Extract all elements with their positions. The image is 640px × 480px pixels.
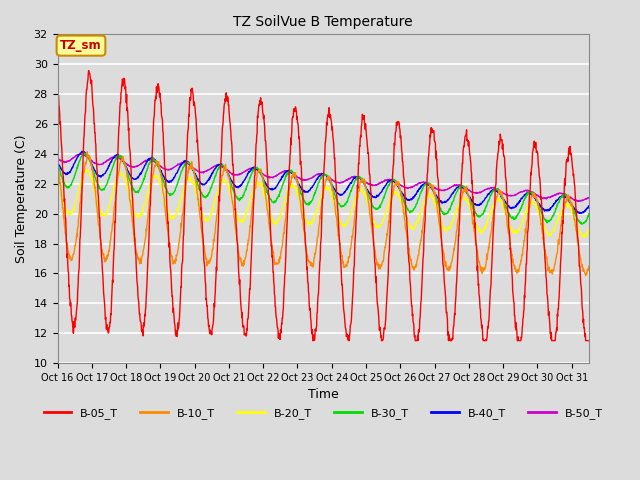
B-40_T (291, 172, 298, 178)
B-40_T (116, 154, 124, 160)
B-30_T (356, 176, 364, 181)
Line: B-40_T: B-40_T (58, 151, 589, 213)
B-40_T (356, 175, 364, 181)
B-50_T (291, 172, 298, 178)
B-40_T (300, 189, 308, 195)
B-30_T (95, 185, 103, 191)
Line: B-20_T: B-20_T (58, 170, 589, 238)
B-20_T (116, 171, 124, 177)
B-50_T (356, 176, 364, 181)
B-05_T (54, 76, 61, 82)
B-05_T (300, 215, 308, 220)
B-05_T (116, 100, 124, 106)
B-05_T (280, 306, 287, 312)
B-30_T (291, 172, 298, 178)
B-05_T (585, 338, 593, 344)
B-20_T (581, 235, 589, 240)
B-50_T (575, 199, 582, 204)
B-30_T (300, 197, 308, 203)
B-30_T (280, 180, 287, 186)
B-10_T (54, 161, 61, 167)
B-10_T (356, 179, 364, 185)
Legend: B-05_T, B-10_T, B-20_T, B-30_T, B-40_T, B-50_T: B-05_T, B-10_T, B-20_T, B-30_T, B-40_T, … (39, 403, 607, 423)
B-50_T (300, 177, 308, 182)
B-20_T (54, 174, 61, 180)
B-50_T (79, 151, 87, 156)
B-05_T (309, 338, 317, 344)
X-axis label: Time: Time (308, 388, 339, 401)
B-20_T (280, 203, 287, 209)
Line: B-10_T: B-10_T (58, 152, 589, 276)
Text: TZ_sm: TZ_sm (60, 39, 102, 52)
B-20_T (356, 187, 364, 192)
B-05_T (95, 207, 103, 213)
B-50_T (280, 168, 287, 174)
B-10_T (83, 149, 91, 155)
B-50_T (54, 156, 61, 161)
B-10_T (585, 263, 593, 269)
B-30_T (54, 160, 61, 166)
B-20_T (95, 204, 103, 209)
B-20_T (585, 228, 593, 233)
B-40_T (577, 210, 585, 216)
B-20_T (291, 184, 298, 190)
B-40_T (54, 159, 61, 165)
Title: TZ SoilVue B Temperature: TZ SoilVue B Temperature (234, 15, 413, 29)
B-30_T (80, 150, 88, 156)
B-05_T (85, 68, 93, 73)
B-10_T (300, 228, 308, 233)
B-30_T (579, 221, 586, 227)
B-10_T (291, 172, 298, 178)
B-20_T (83, 167, 90, 173)
B-40_T (78, 148, 86, 154)
B-05_T (291, 107, 298, 113)
B-20_T (300, 213, 308, 218)
B-40_T (585, 204, 593, 209)
B-05_T (356, 132, 364, 138)
B-30_T (585, 211, 593, 216)
B-40_T (95, 173, 103, 179)
B-30_T (116, 153, 124, 158)
B-10_T (116, 160, 124, 166)
B-50_T (116, 156, 124, 162)
B-50_T (585, 195, 593, 201)
Line: B-05_T: B-05_T (58, 71, 589, 341)
B-40_T (280, 172, 287, 178)
B-50_T (95, 162, 103, 168)
Line: B-50_T: B-50_T (58, 154, 589, 202)
Y-axis label: Soil Temperature (C): Soil Temperature (C) (15, 134, 28, 263)
B-10_T (280, 232, 287, 238)
B-10_T (582, 273, 589, 278)
Line: B-30_T: B-30_T (58, 153, 589, 224)
B-10_T (95, 223, 103, 229)
